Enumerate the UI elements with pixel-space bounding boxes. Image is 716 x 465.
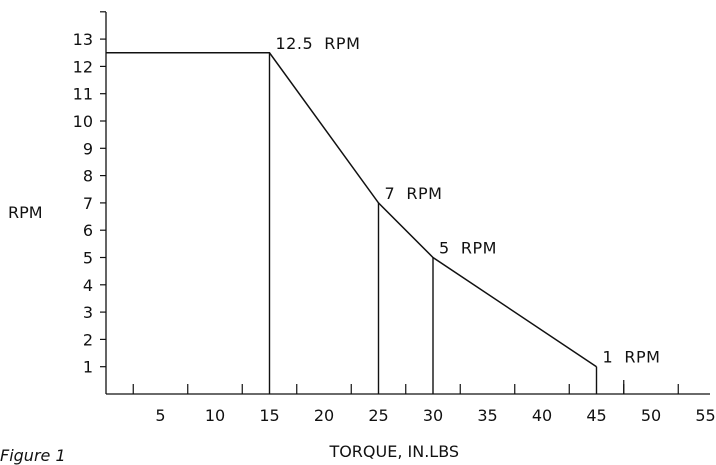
rpm-curve	[106, 52, 597, 368]
y-tick-label: 8	[83, 167, 93, 186]
point-label: 12.5 RPM	[276, 34, 361, 53]
y-tick-label: 3	[83, 303, 93, 322]
x-tick-label: 25	[368, 406, 388, 425]
x-axis-title: TORQUE, IN.LBS	[328, 442, 459, 460]
axes	[105, 12, 710, 395]
y-tick-label: 12	[73, 57, 93, 76]
x-tick-label: 55	[695, 406, 715, 425]
x-tick-label: 50	[641, 406, 661, 425]
y-tick-label: 13	[73, 30, 93, 49]
point-label: 1 RPM	[603, 348, 661, 367]
annotations: 12.5 RPM 7 RPM 5 RPM 1 RPM	[276, 34, 661, 367]
y-tick-label: 7	[83, 194, 93, 213]
point-label: 5 RPM	[439, 239, 497, 258]
figure-caption: Figure 1	[0, 446, 66, 465]
y-tick-label: 4	[83, 276, 93, 295]
x-tick-label: 30	[423, 406, 443, 425]
x-tick-label: 35	[477, 406, 497, 425]
y-tick-label: 6	[83, 221, 93, 240]
series-group	[106, 52, 597, 368]
y-tick-label: 5	[83, 249, 93, 268]
y-tick-label: 11	[73, 85, 93, 104]
x-tick-label: 5	[155, 406, 165, 425]
x-tick-label: 20	[314, 406, 334, 425]
y-tick-label: 9	[83, 139, 93, 158]
y-axis-title: RPM	[8, 203, 43, 222]
x-tick-label: 10	[205, 406, 225, 425]
y-tick-label: 1	[83, 358, 93, 377]
drop-lines	[268, 52, 598, 394]
x-tick-label: 15	[259, 406, 279, 425]
x-tick-label: 45	[586, 406, 606, 425]
point-label: 7 RPM	[385, 184, 443, 203]
y-tick-label: 10	[73, 112, 93, 131]
x-tick-label: 40	[532, 406, 552, 425]
y-tick-label: 2	[83, 330, 93, 349]
